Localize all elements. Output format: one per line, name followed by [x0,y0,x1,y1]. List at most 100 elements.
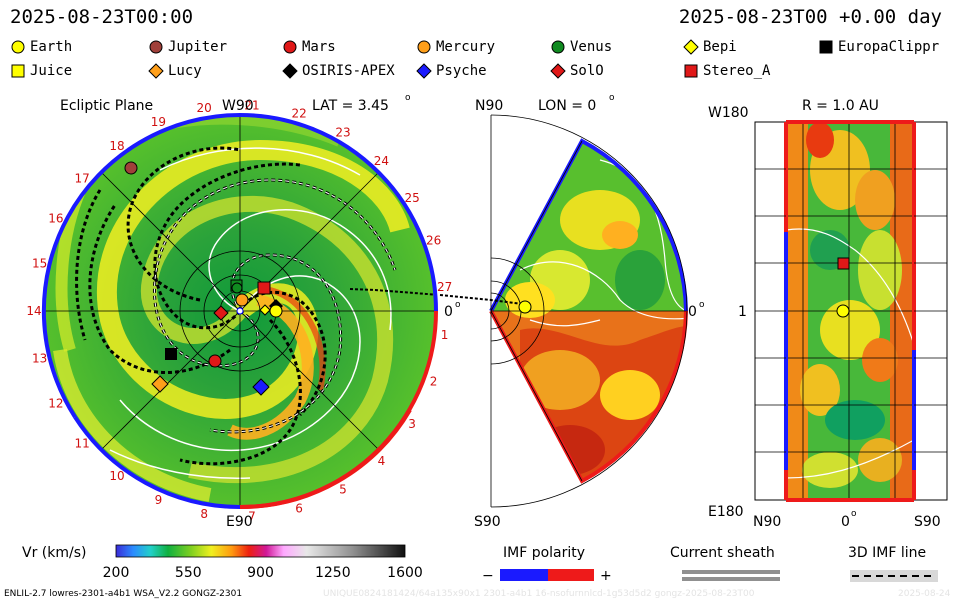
hour-label: 19 [151,115,166,129]
diamond-icon [282,63,298,79]
imf-plus: + [600,568,612,584]
hour-label: 1 [441,328,449,342]
legend-label: Venus [570,39,613,55]
sphere-radius-label: R = 1.0 AU [802,98,879,114]
ecliptic-lat-deg: o [405,93,411,103]
sphere-bottom-s: S90 [914,514,941,530]
legend-item-europaclippr: EuropaClippr [818,39,939,55]
circle-icon [417,40,431,54]
jupiter-marker [124,161,138,175]
colorbar-tick: 550 [175,565,202,581]
mars-marker [208,354,222,368]
legend-label: Jupiter [168,39,228,55]
bepi-marker [259,304,271,316]
ecliptic-bottom-label: E90 [226,514,253,530]
hour-label: 12 [48,397,63,411]
hour-label: 23 [335,126,350,140]
hour-label: 10 [109,469,124,483]
legend-item-stereo-a: Stereo_A [683,63,770,79]
legend-item-juice: Juice [10,63,72,79]
legend-item-mercury: Mercury [416,39,495,55]
footer-center: UNIQUE0824181424/64a135x90x1 2301-a4b1 1… [323,589,755,599]
hour-label: 21 [244,98,259,112]
mercury-marker [235,293,249,307]
legend-label: SolO [570,63,604,79]
stereo-a-marker [257,281,271,295]
hour-label: 17 [75,172,90,186]
model-time-left: 2025-08-23T00:00 [10,6,194,28]
legend-item-bepi: Bepi [683,39,737,55]
diamond-icon [550,63,566,79]
hour-label: 26 [426,234,441,248]
sphere-bottom-deg: o [851,509,857,519]
imf-minus: − [482,568,494,584]
hour-label: 11 [75,436,90,450]
hour-label: 13 [32,352,47,366]
legend-item-lucy: Lucy [148,63,202,79]
model-time-right: 2025-08-23T00 +0.00 day [678,6,942,28]
colorbar-tick: 1600 [387,565,423,581]
colorbar-tick: 1250 [315,565,351,581]
colorbar-tick: 900 [247,565,274,581]
ecliptic-right-deg: o [455,300,461,310]
sphere-top-left: W180 [708,105,749,121]
hour-label: 5 [339,482,347,496]
footer-right: 2025-08-24 [898,589,951,599]
square-icon [11,64,25,78]
hour-label: 7 [248,510,256,524]
circle-icon [551,40,565,54]
meridional-right-label: 0 [688,304,697,320]
legend-label: Psyche [436,63,487,79]
hour-label: 25 [404,191,419,205]
solo-marker [213,305,229,321]
vr-colorbar [115,544,406,558]
legend-label: Mars [302,39,336,55]
meridional-top-label: N90 [475,98,503,114]
legend-label: OSIRIS-APEX [302,63,395,79]
stereo-a-marker-sphere [837,257,850,270]
hour-label: 9 [155,493,163,507]
meridional-lon-label: LON = 0 [538,98,596,114]
colorbar-tick: 200 [103,565,130,581]
diamond-icon [148,63,164,79]
hour-label: 22 [291,107,306,121]
imf-polarity-key [500,569,594,581]
imf-line-key [850,570,938,582]
lucy-marker [151,375,169,393]
diamond-icon [683,39,699,55]
ecliptic-plane-panel: 20 21222324252627123456789101112131415161… [26,98,452,523]
earth-marker-sphere [836,304,850,318]
colorbar-title: Vr (km/s) [22,545,86,561]
meridional-lon-deg: o [609,93,615,103]
legend-item-psyche: Psyche [416,63,487,79]
hour-label: 8 [200,507,208,521]
venus-marker [231,282,243,294]
imf-title: IMF polarity [503,545,585,561]
ecliptic-lat-label: LAT = 3.45 [312,98,389,114]
hour-label: 2 [430,375,438,389]
line3d-title: 3D IMF line [848,545,926,561]
sheath-title: Current sheath [670,545,775,561]
ecliptic-top-label: W90 [222,98,254,114]
circle-icon [283,40,297,54]
meridional-plane-panel [439,114,688,508]
legend-label: Juice [30,63,73,79]
legend-item-jupiter: Jupiter [148,39,227,55]
legend-label: Bepi [703,39,737,55]
legend-label: Lucy [168,63,202,79]
hour-label: 18 [109,139,124,153]
legend-label: Earth [30,39,73,55]
earth-marker [269,304,283,318]
legend-label: Stereo_A [703,63,771,79]
circle-icon [149,40,163,54]
legend-item-earth: Earth [10,39,72,55]
ecliptic-right-label: 0 [444,304,453,320]
circle-icon [11,40,25,54]
legend-item-venus: Venus [550,39,612,55]
legend-item-solo: SolO [550,63,604,79]
diamond-icon [416,63,432,79]
hour-label: 15 [32,257,47,271]
hour-label: 3 [408,417,416,431]
hour-label: 4 [378,454,386,468]
